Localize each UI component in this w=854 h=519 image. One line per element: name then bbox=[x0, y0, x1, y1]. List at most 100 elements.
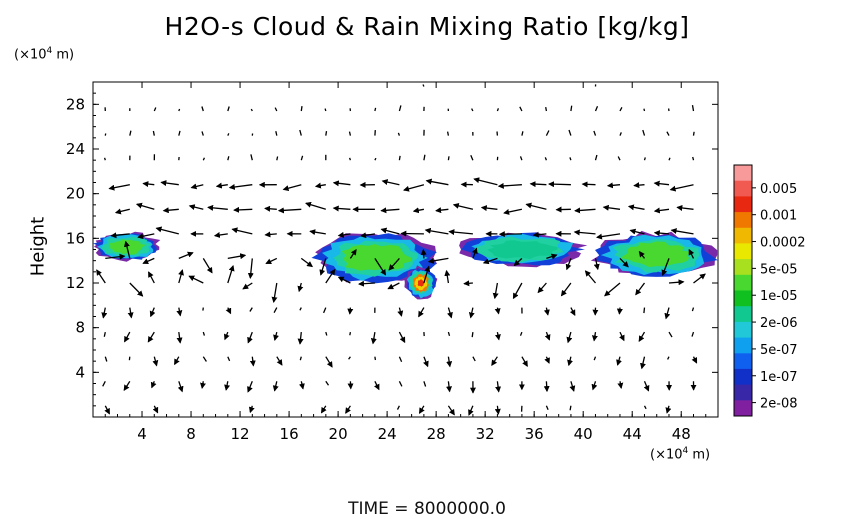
wind-vector bbox=[110, 232, 130, 239]
wind-vector bbox=[228, 183, 253, 190]
wind-vector bbox=[160, 180, 179, 187]
wind-vector bbox=[468, 405, 474, 416]
wind-vector bbox=[569, 307, 576, 316]
wind-vector bbox=[250, 154, 253, 161]
wind-vector bbox=[298, 381, 305, 390]
wind-vector bbox=[619, 107, 623, 112]
x-tick-label: 4 bbox=[137, 425, 147, 443]
wind-vector bbox=[619, 257, 629, 268]
wind-vector bbox=[606, 182, 621, 189]
wind-vector bbox=[544, 356, 550, 364]
wind-vector bbox=[661, 258, 670, 277]
wind-vector bbox=[593, 130, 597, 136]
wind-vector bbox=[568, 129, 572, 136]
wind-vector bbox=[596, 233, 621, 240]
wind-vector bbox=[324, 108, 327, 112]
wind-vector bbox=[387, 282, 400, 290]
wind-vector bbox=[370, 331, 377, 345]
colorbar-label: 5e-05 bbox=[760, 262, 798, 277]
wind-vector bbox=[213, 232, 228, 238]
wind-vector bbox=[380, 227, 400, 235]
wind-vector bbox=[103, 331, 106, 337]
wind-vector bbox=[398, 381, 403, 387]
wind-vector bbox=[412, 207, 425, 214]
wind-vector bbox=[545, 130, 550, 136]
y-tick-label: 28 bbox=[66, 95, 85, 113]
wind-vector bbox=[178, 108, 181, 112]
wind-vector bbox=[300, 155, 304, 161]
wind-vector bbox=[692, 156, 695, 161]
wind-vector bbox=[314, 182, 326, 189]
wind-vector bbox=[666, 131, 670, 136]
wind-vector bbox=[398, 331, 406, 344]
x-tick-label: 36 bbox=[525, 425, 544, 443]
wind-vector bbox=[643, 157, 646, 161]
wind-vector bbox=[374, 258, 387, 276]
wind-vector bbox=[201, 131, 204, 136]
wind-vector bbox=[305, 201, 326, 210]
wind-vector bbox=[178, 251, 194, 260]
wind-vector bbox=[322, 307, 327, 314]
wind-vector bbox=[265, 257, 278, 265]
wind-vector bbox=[271, 282, 278, 303]
wind-vector bbox=[101, 307, 108, 319]
colorbar-label: 0.0002 bbox=[760, 236, 806, 251]
wind-vector bbox=[544, 331, 551, 341]
wind-vector bbox=[264, 231, 277, 238]
colorbar: 0.005 0.001 0.0002 5e-05 1e-05 2e-06 5e-07 1e-0… bbox=[733, 164, 806, 417]
wind-vector bbox=[188, 275, 204, 284]
wind-vector bbox=[444, 269, 451, 284]
y-tick-label: 20 bbox=[66, 185, 85, 203]
y-tick-label: 24 bbox=[66, 140, 85, 158]
cloud-region-2-layer-6 bbox=[417, 279, 425, 287]
wind-vector bbox=[529, 181, 547, 188]
wind-vector bbox=[247, 258, 254, 279]
wind-vector bbox=[525, 202, 547, 210]
wind-vector bbox=[381, 179, 400, 186]
wind-vector bbox=[569, 381, 576, 392]
wind-vector bbox=[604, 282, 621, 297]
wind-vector bbox=[581, 181, 596, 188]
wind-vector bbox=[297, 332, 304, 345]
wind-vector bbox=[688, 248, 695, 259]
wind-vector bbox=[569, 405, 572, 411]
wind-vector bbox=[300, 257, 314, 268]
wind-vector bbox=[325, 331, 328, 336]
x-tick-label: 20 bbox=[329, 425, 348, 443]
wind-vector bbox=[629, 228, 645, 235]
wind-vector bbox=[152, 356, 159, 367]
wind-vector bbox=[653, 207, 670, 214]
y-axis-unit: (×104 m) bbox=[14, 46, 75, 63]
wind-vector bbox=[471, 332, 474, 338]
wind-vector bbox=[150, 381, 157, 389]
wind-vector bbox=[123, 380, 131, 392]
wind-vector bbox=[494, 331, 501, 341]
wind-vector bbox=[325, 131, 328, 136]
wind-vector bbox=[178, 130, 181, 136]
wind-vector bbox=[349, 248, 357, 259]
wind-vector bbox=[129, 130, 132, 136]
wind-vector bbox=[227, 106, 230, 112]
wind-vector bbox=[691, 356, 698, 364]
wind-vector bbox=[665, 405, 672, 414]
wind-vector bbox=[398, 105, 402, 112]
wind-vector bbox=[148, 271, 155, 284]
wind-vector bbox=[635, 282, 646, 296]
wind-vector bbox=[446, 381, 452, 393]
wind-vector bbox=[274, 107, 278, 112]
wind-vector bbox=[398, 356, 403, 363]
wind-vector bbox=[471, 247, 478, 259]
colorbar-label: 2e-06 bbox=[760, 316, 798, 331]
wind-vector bbox=[225, 307, 232, 315]
wind-vector bbox=[129, 282, 144, 297]
wind-vector bbox=[332, 180, 351, 187]
wind-vector bbox=[519, 331, 523, 336]
wind-vector bbox=[494, 307, 501, 315]
wind-vector bbox=[250, 108, 253, 112]
wind-vector bbox=[519, 106, 523, 112]
wind-vector bbox=[137, 233, 155, 240]
wind-vector bbox=[104, 405, 110, 415]
wind-vector bbox=[447, 331, 451, 336]
wind-vector bbox=[96, 269, 106, 284]
wind-vector bbox=[233, 206, 253, 213]
